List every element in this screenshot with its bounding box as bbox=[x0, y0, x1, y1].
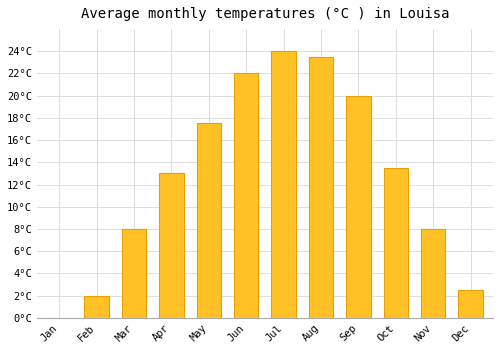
Title: Average monthly temperatures (°C ) in Louisa: Average monthly temperatures (°C ) in Lo… bbox=[80, 7, 449, 21]
Bar bbox=[346, 96, 370, 318]
Bar bbox=[196, 124, 221, 318]
Bar bbox=[84, 296, 109, 318]
Bar bbox=[384, 168, 408, 318]
Bar bbox=[234, 74, 258, 318]
Bar bbox=[421, 229, 446, 318]
Bar bbox=[160, 174, 184, 318]
Bar bbox=[272, 51, 296, 318]
Bar bbox=[122, 229, 146, 318]
Bar bbox=[458, 290, 483, 318]
Bar bbox=[309, 57, 333, 318]
